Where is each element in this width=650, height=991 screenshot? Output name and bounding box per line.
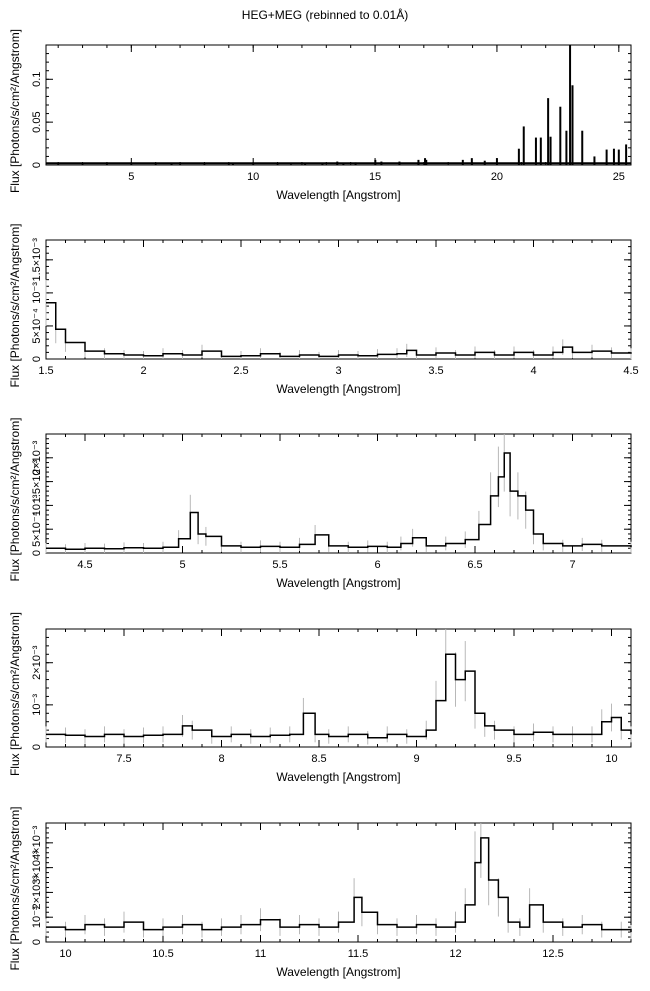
x-tick-label: 6.5 [467, 559, 482, 571]
y-tick-label: 3×10⁻³ [31, 850, 43, 885]
y-tick-label: 10⁻³ [31, 906, 43, 928]
chart-panel-2: 1.5 2 2.5 3 3.5 4 4.5 0 5×10⁻⁴ 10⁻³1.5×10⁻³ Wavele… [8, 223, 639, 396]
y-axis-label: Flux [Photons/s/cm²/Angstrom] [8, 417, 22, 581]
x-tick-label: 5 [128, 171, 134, 183]
y-tick-label: 0 [31, 356, 43, 362]
y-tick-label: 0.1 [31, 72, 43, 87]
x-tick-label: 15 [369, 171, 381, 183]
x-tick-label: 3 [335, 365, 341, 377]
x-tick-label: 1.5 [38, 365, 53, 377]
x-axis-label: Wavelength [Angstrom] [276, 188, 400, 202]
y-tick-label: 4×10⁻³ [31, 825, 43, 860]
x-tick-label: 11.5 [348, 948, 369, 960]
x-tick-label: 8 [218, 753, 224, 765]
x-tick-label: 7.5 [116, 753, 131, 765]
figure-title: HEG+MEG (rebinned to 0.01Å) [241, 8, 409, 22]
x-axis-label: Wavelength [Angstrom] [276, 382, 400, 396]
y-tick-label: 0 [31, 744, 43, 750]
y-tick-label: 10⁻³ [31, 494, 43, 516]
spectrum-line [46, 302, 632, 358]
x-tick-label: 9.5 [506, 753, 521, 765]
x-tick-label: 5.5 [272, 559, 287, 571]
y-tick-label: 2×10⁻³ [31, 875, 43, 910]
x-tick-label: 4 [530, 365, 536, 377]
y-axis-label: Flux [Photons/s/cm²/Angstrom] [8, 223, 22, 387]
chart-panel-4: 7.5 8 8.5 9 9.5 10 0 10⁻³ 2×10⁻³ Wavelength [Angs… [8, 612, 632, 784]
y-tick-label: 0 [31, 939, 43, 945]
x-tick-label: 6 [374, 559, 380, 571]
y-tick-label: 2×10⁻³ [31, 645, 43, 680]
y-tick-label: 10⁻³ [31, 282, 43, 304]
x-tick-label: 9 [413, 753, 419, 765]
y-tick-label: 10⁻³ [31, 694, 43, 716]
x-tick-label: 8.5 [311, 753, 326, 765]
x-tick-label: 2 [140, 365, 146, 377]
y-tick-label: 1.5×10⁻³ [31, 238, 43, 282]
y-tick-label: 0 [31, 162, 43, 168]
x-tick-label: 11 [255, 948, 266, 960]
spectrum-line [46, 653, 632, 739]
y-tick-label: 5×10⁻⁴ [31, 308, 43, 344]
x-tick-label: 2.5 [233, 365, 248, 377]
x-tick-label: 7 [569, 559, 575, 571]
x-axis-label: Wavelength [Angstrom] [276, 770, 400, 784]
x-tick-label: 12 [449, 948, 461, 960]
x-tick-label: 4.5 [623, 365, 638, 377]
x-tick-label: 20 [491, 171, 503, 183]
y-tick-label: 5×10⁻⁴ [31, 511, 43, 547]
x-tick-label: 5 [179, 559, 185, 571]
chart-panel-1: 5 10 15 20 25 0 0.05 0.1 Wavelength [Angstrom] Fl… [8, 29, 632, 202]
x-tick-label: 25 [613, 171, 625, 183]
plot-frame [45, 44, 632, 166]
x-tick-label: 3.5 [428, 365, 443, 377]
x-tick-label: 12.5 [542, 948, 563, 960]
y-tick-label: 2×10⁻³ [31, 440, 43, 475]
y-tick-label: 0 [31, 550, 43, 556]
y-tick-label: 0.05 [31, 111, 43, 132]
y-tick-label: 1.5×10⁻³ [31, 460, 43, 504]
x-tick-label: 10.5 [152, 948, 173, 960]
chart-panel-5: 10 10.5 11 11.5 12 12.5 0 10⁻³2×10⁻³3×10⁻³4×10⁻… [8, 806, 632, 979]
y-axis-label: Flux [Photons/s/cm²/Angstrom] [8, 612, 22, 776]
x-axis-label: Wavelength [Angstrom] [276, 576, 400, 590]
x-axis-label: Wavelength [Angstrom] [276, 965, 400, 979]
y-axis-label: Flux [Photons/s/cm²/Angstrom] [8, 29, 22, 193]
y-axis-label: Flux [Photons/s/cm²/Angstrom] [8, 806, 22, 970]
plot-frame [45, 239, 632, 360]
chart-panel-3: 4.5 5 5.5 6 6.5 7 0 5×10⁻⁴10⁻³1.5×10⁻³2×10⁻³ Wav… [8, 417, 632, 590]
x-tick-label: 10 [605, 753, 617, 765]
spectrum-line [46, 452, 632, 550]
spectrum-line [46, 837, 632, 933]
x-tick-label: 10 [247, 171, 259, 183]
plot-frame [45, 628, 632, 748]
x-tick-label: 10 [59, 948, 71, 960]
x-tick-label: 4.5 [77, 559, 92, 571]
